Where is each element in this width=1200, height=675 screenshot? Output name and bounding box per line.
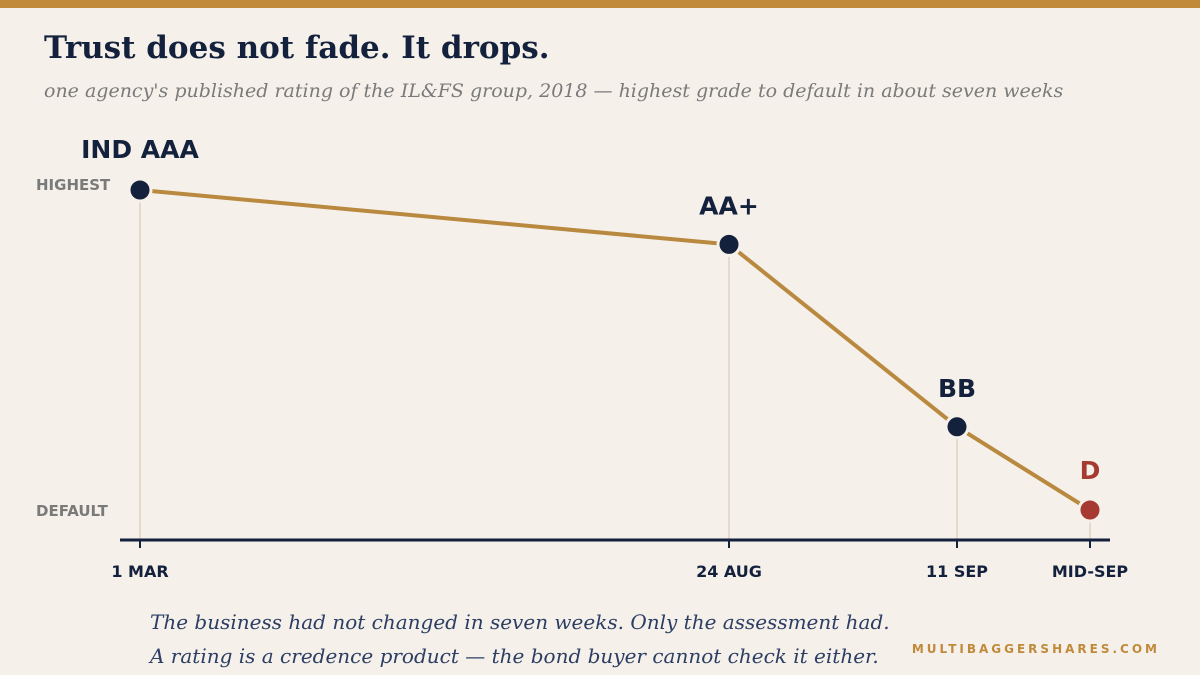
data-label: AA+: [699, 191, 759, 220]
data-point: [1077, 497, 1103, 523]
data-label: IND AAA: [81, 135, 199, 164]
guide-lines: [139, 190, 1091, 540]
data-label: BB: [938, 374, 976, 403]
footnote-line-2: A rating is a credence product — the bon…: [150, 644, 879, 668]
data-point: [716, 231, 742, 257]
chart-title: Trust does not fade. It drops.: [44, 30, 550, 66]
x-tick-label: 1 MAR: [111, 562, 168, 581]
x-tick-label: 24 AUG: [696, 562, 762, 581]
data-point: [127, 177, 153, 203]
data-points: [127, 177, 1103, 523]
y-label-default: DEFAULT: [36, 502, 109, 520]
data-labels: IND AAA AA+ BB D: [81, 135, 1100, 485]
x-axis-ticks: 1 MAR 24 AUG 11 SEP MID-SEP: [111, 540, 1128, 581]
x-tick-label: MID-SEP: [1052, 562, 1129, 581]
data-label: D: [1080, 456, 1101, 485]
top-accent-bar: [0, 0, 1200, 8]
y-label-highest: HIGHEST: [36, 176, 111, 194]
brand-watermark: MULTIBAGGERSHARES.COM: [911, 642, 1160, 656]
chart-subtitle: one agency's published rating of the IL&…: [44, 80, 1064, 102]
data-point: [944, 414, 970, 440]
footnote-line-1: The business had not changed in seven we…: [150, 610, 890, 634]
series-line: [139, 188, 1092, 512]
x-tick-label: 11 SEP: [926, 562, 988, 581]
